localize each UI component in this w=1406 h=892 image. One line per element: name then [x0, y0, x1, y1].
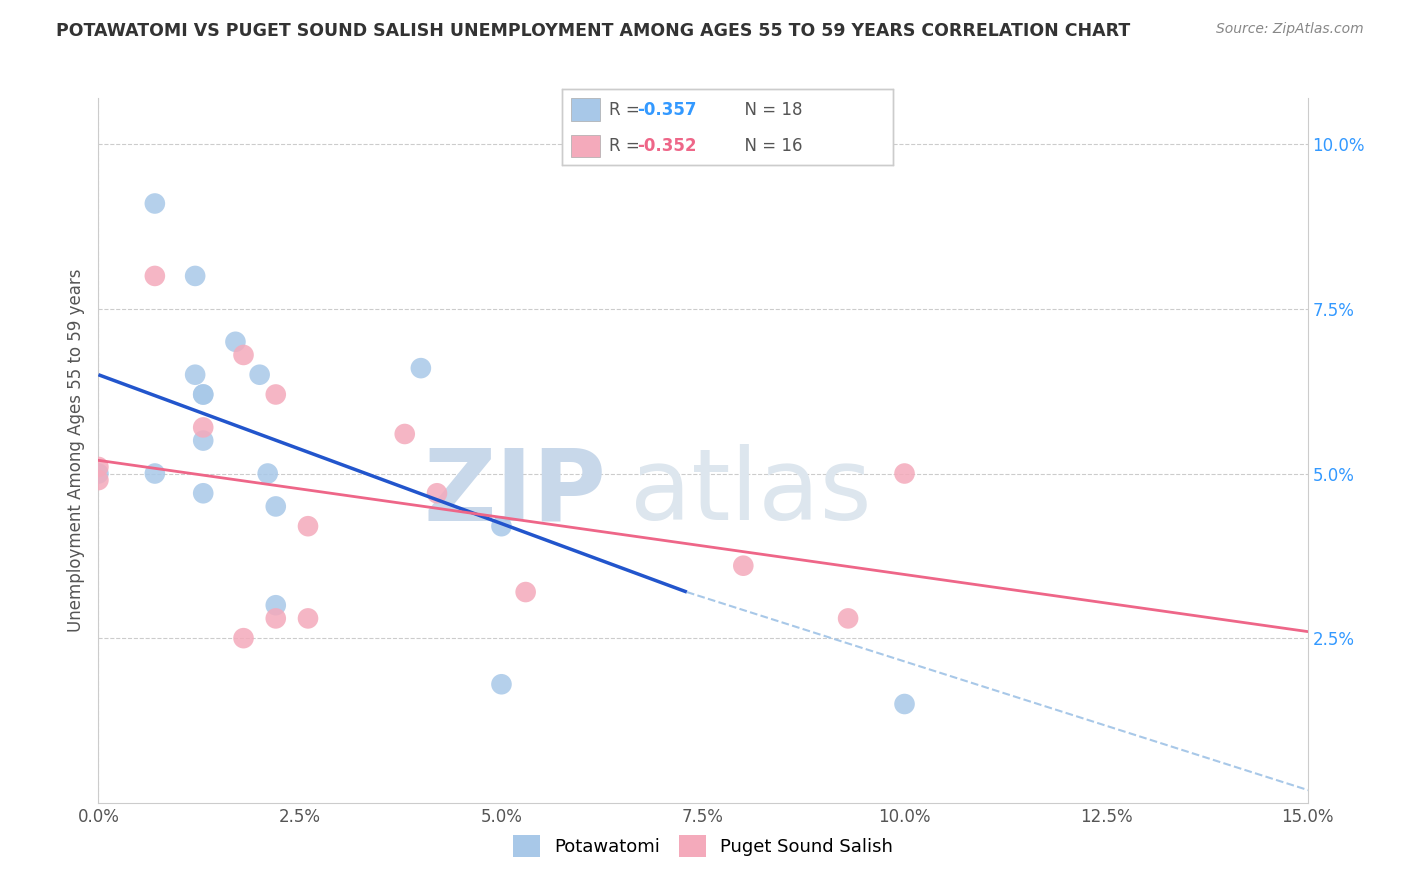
Point: [143, 467, 166, 481]
Point: [256, 467, 278, 481]
Point: [264, 500, 287, 514]
Point: [264, 611, 287, 625]
Text: ZIP: ZIP: [423, 444, 606, 541]
Point: [297, 519, 319, 533]
Point: [193, 387, 215, 401]
Point: [893, 697, 915, 711]
Legend: Potawatomi, Puget Sound Salish: Potawatomi, Puget Sound Salish: [506, 828, 900, 864]
Point: [733, 558, 755, 573]
FancyBboxPatch shape: [571, 135, 600, 158]
Point: [193, 434, 215, 448]
Point: [515, 585, 537, 599]
Text: -0.357: -0.357: [637, 101, 696, 119]
Text: N = 18: N = 18: [734, 101, 803, 119]
Text: R =: R =: [609, 137, 645, 155]
Point: [143, 268, 166, 283]
Text: POTAWATOMI VS PUGET SOUND SALISH UNEMPLOYMENT AMONG AGES 55 TO 59 YEARS CORRELAT: POTAWATOMI VS PUGET SOUND SALISH UNEMPLO…: [56, 22, 1130, 40]
Point: [426, 486, 449, 500]
Point: [491, 519, 513, 533]
Y-axis label: Unemployment Among Ages 55 to 59 years: Unemployment Among Ages 55 to 59 years: [66, 268, 84, 632]
Point: [87, 459, 110, 474]
Point: [193, 420, 215, 434]
FancyBboxPatch shape: [571, 98, 600, 121]
Point: [87, 467, 110, 481]
Point: [87, 473, 110, 487]
Text: N = 16: N = 16: [734, 137, 803, 155]
Point: [297, 611, 319, 625]
Point: [184, 368, 207, 382]
Point: [264, 599, 287, 613]
Text: -0.352: -0.352: [637, 137, 696, 155]
Point: [837, 611, 859, 625]
Text: Source: ZipAtlas.com: Source: ZipAtlas.com: [1216, 22, 1364, 37]
Text: R =: R =: [609, 101, 645, 119]
Point: [893, 467, 915, 481]
Point: [224, 334, 246, 349]
Point: [394, 427, 416, 442]
Point: [232, 631, 254, 645]
Point: [143, 196, 166, 211]
Point: [409, 361, 432, 376]
Point: [193, 387, 215, 401]
Point: [249, 368, 271, 382]
Text: atlas: atlas: [630, 444, 872, 541]
Point: [184, 268, 207, 283]
Point: [491, 677, 513, 691]
Point: [232, 348, 254, 362]
Point: [264, 387, 287, 401]
Point: [193, 486, 215, 500]
